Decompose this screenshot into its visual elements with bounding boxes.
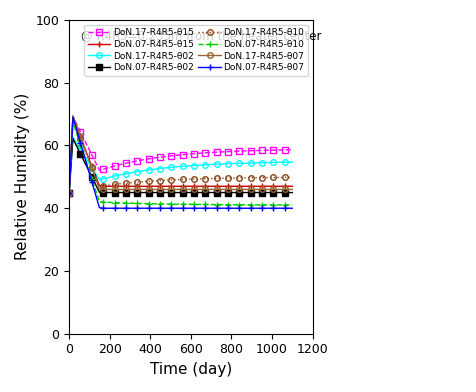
DoN.17-R4R5-θ07 xyxy=(70,113,76,118)
DoN.17-R4R5-θ02 xyxy=(127,171,132,175)
DoN.17-R4R5-θ10 xyxy=(145,179,151,183)
Line: DoN.17-R4R5-θ15: DoN.17-R4R5-θ15 xyxy=(66,114,295,195)
DoN.07-R4R5-θ07 xyxy=(130,206,136,211)
DoN.07-R4R5-θ10 xyxy=(134,201,140,206)
Text: @ R4R5=0.235m from the heater center: @ R4R5=0.235m from the heater center xyxy=(81,29,321,42)
DoN.17-R4R5-θ02 xyxy=(70,135,76,140)
DoN.17-R4R5-θ02 xyxy=(66,190,72,195)
DoN.17-R4R5-θ07 xyxy=(145,187,151,192)
DoN.07-R4R5-θ02 xyxy=(108,190,113,195)
Legend: DoN.17-R4R5-θ15, DoN.07-R4R5-θ15, DoN.17-R4R5-θ02, DoN.07-R4R5-θ02, DoN.17-R4R5-: DoN.17-R4R5-θ15, DoN.07-R4R5-θ15, DoN.17… xyxy=(84,25,307,76)
DoN.07-R4R5-θ15 xyxy=(108,184,113,189)
DoN.07-R4R5-θ15 xyxy=(289,184,295,189)
Line: DoN.07-R4R5-θ15: DoN.07-R4R5-θ15 xyxy=(66,114,295,196)
DoN.17-R4R5-θ15 xyxy=(70,114,76,119)
DoN.17-R4R5-θ10 xyxy=(134,180,140,185)
DoN.07-R4R5-θ07 xyxy=(289,206,295,211)
DoN.07-R4R5-θ15 xyxy=(209,184,215,189)
DoN.07-R4R5-θ10 xyxy=(209,202,215,207)
DoN.07-R4R5-θ10 xyxy=(289,203,295,207)
DoN.07-R4R5-θ15 xyxy=(66,190,72,195)
DoN.17-R4R5-θ07 xyxy=(66,190,72,195)
DoN.17-R4R5-θ07 xyxy=(209,187,215,192)
Y-axis label: Relative Humidity (%): Relative Humidity (%) xyxy=(15,93,30,261)
DoN.17-R4R5-θ02 xyxy=(289,160,295,165)
DoN.07-R4R5-θ15 xyxy=(134,184,140,189)
DoN.07-R4R5-θ07 xyxy=(100,206,106,211)
DoN.07-R4R5-θ15 xyxy=(142,184,148,189)
DoN.17-R4R5-θ15 xyxy=(66,190,72,195)
DoN.07-R4R5-θ10 xyxy=(66,190,72,195)
DoN.07-R4R5-θ02 xyxy=(145,190,151,195)
DoN.07-R4R5-θ10 xyxy=(145,201,151,206)
DoN.07-R4R5-θ02 xyxy=(209,190,215,195)
DoN.17-R4R5-θ10 xyxy=(70,118,76,123)
DoN.07-R4R5-θ10 xyxy=(108,200,113,205)
DoN.07-R4R5-θ15 xyxy=(127,184,132,189)
DoN.17-R4R5-θ15 xyxy=(108,165,113,169)
DoN.07-R4R5-θ02 xyxy=(127,190,132,195)
DoN.17-R4R5-θ02 xyxy=(142,168,148,173)
DoN.07-R4R5-θ02 xyxy=(142,190,148,195)
DoN.07-R4R5-θ02 xyxy=(134,190,140,195)
DoN.17-R4R5-θ15 xyxy=(145,156,151,161)
DoN.17-R4R5-θ15 xyxy=(134,158,140,163)
DoN.07-R4R5-θ15 xyxy=(70,116,76,120)
DoN.17-R4R5-θ02 xyxy=(209,162,215,167)
DoN.17-R4R5-θ15 xyxy=(289,147,295,152)
DoN.07-R4R5-θ07 xyxy=(149,206,155,211)
Line: DoN.17-R4R5-θ10: DoN.17-R4R5-θ10 xyxy=(66,118,295,195)
Line: DoN.07-R4R5-θ07: DoN.07-R4R5-θ07 xyxy=(66,114,295,212)
DoN.17-R4R5-θ10 xyxy=(142,179,148,184)
DoN.07-R4R5-θ15 xyxy=(145,184,151,189)
Line: DoN.17-R4R5-θ07: DoN.17-R4R5-θ07 xyxy=(66,113,295,195)
DoN.07-R4R5-θ07 xyxy=(138,206,144,211)
DoN.07-R4R5-θ02 xyxy=(70,136,76,141)
DoN.17-R4R5-θ02 xyxy=(145,168,151,172)
DoN.07-R4R5-θ10 xyxy=(127,201,132,205)
Line: DoN.07-R4R5-θ02: DoN.07-R4R5-θ02 xyxy=(66,136,295,195)
DoN.17-R4R5-θ15 xyxy=(209,150,215,155)
DoN.17-R4R5-θ07 xyxy=(289,187,295,192)
DoN.07-R4R5-θ07 xyxy=(66,190,72,195)
DoN.07-R4R5-θ10 xyxy=(70,120,76,125)
DoN.07-R4R5-θ07 xyxy=(70,115,76,120)
Line: DoN.17-R4R5-θ02: DoN.17-R4R5-θ02 xyxy=(66,134,295,195)
DoN.17-R4R5-θ07 xyxy=(127,187,132,192)
DoN.17-R4R5-θ02 xyxy=(108,175,113,180)
DoN.17-R4R5-θ07 xyxy=(108,187,113,192)
DoN.17-R4R5-θ07 xyxy=(134,187,140,192)
DoN.17-R4R5-θ02 xyxy=(134,169,140,174)
DoN.17-R4R5-θ10 xyxy=(108,182,113,187)
DoN.17-R4R5-θ07 xyxy=(142,187,148,192)
DoN.07-R4R5-θ07 xyxy=(111,206,117,211)
DoN.17-R4R5-θ10 xyxy=(289,175,295,180)
DoN.17-R4R5-θ10 xyxy=(127,180,132,185)
DoN.17-R4R5-θ10 xyxy=(66,190,72,195)
DoN.07-R4R5-θ07 xyxy=(145,206,151,211)
Line: DoN.07-R4R5-θ10: DoN.07-R4R5-θ10 xyxy=(66,119,295,209)
DoN.07-R4R5-θ10 xyxy=(142,201,148,206)
DoN.17-R4R5-θ15 xyxy=(142,157,148,162)
DoN.07-R4R5-θ02 xyxy=(289,190,295,195)
DoN.07-R4R5-θ02 xyxy=(66,190,72,195)
DoN.17-R4R5-θ10 xyxy=(209,176,215,181)
DoN.07-R4R5-θ07 xyxy=(213,206,219,211)
X-axis label: Time (day): Time (day) xyxy=(149,362,231,377)
DoN.17-R4R5-θ15 xyxy=(127,160,132,165)
